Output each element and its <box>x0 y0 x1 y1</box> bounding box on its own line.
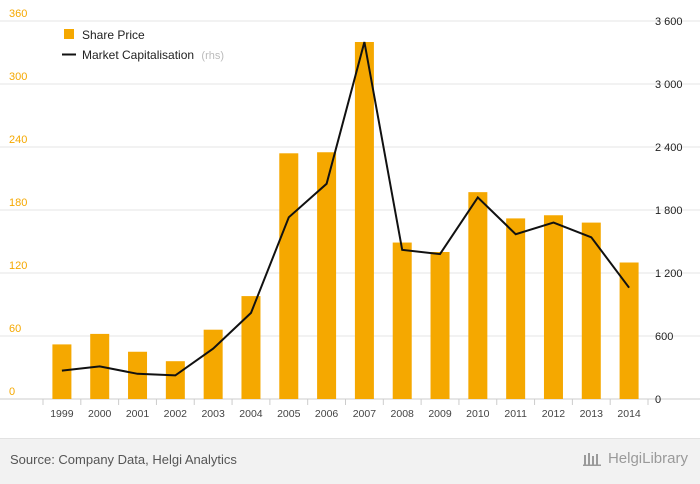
left-axis-tick-label: 60 <box>9 323 21 335</box>
share-price-bar <box>317 152 337 399</box>
brand-logo: HelgiLibrary <box>582 450 688 467</box>
right-axis-tick-label: 3 600 <box>655 16 683 28</box>
share-price-bar <box>52 344 72 399</box>
share-price-bar <box>241 296 261 399</box>
right-axis-tick-label: 3 000 <box>655 79 683 91</box>
right-axis-tick-label: 1 800 <box>655 205 683 217</box>
left-axis-tick-label: 0 <box>9 386 15 398</box>
library-icon <box>582 452 601 466</box>
legend-market-cap-name: Market Capitalisation <box>82 48 194 62</box>
x-axis-tick-label: 2012 <box>542 408 566 420</box>
legend: Share Price Market Capitalisation (rhs) <box>62 28 224 62</box>
x-axis-tick-label: 1999 <box>50 408 74 420</box>
legend-swatch-share-price <box>64 29 74 39</box>
x-axis-tick-label: 2004 <box>239 408 263 420</box>
x-axis-tick-label: 2000 <box>88 408 112 420</box>
left-axis-tick-label: 180 <box>9 197 27 209</box>
gridlines <box>0 20 700 400</box>
share-price-bar <box>543 215 563 399</box>
left-axis: 0 60 120 180 240 300 360 <box>9 8 27 398</box>
x-axis-tick-label: 2001 <box>126 408 150 420</box>
x-axis-tick-label: 2013 <box>580 408 604 420</box>
x-axis-tick-label: 2009 <box>428 408 452 420</box>
share-price-bar <box>430 252 450 399</box>
share-price-bar <box>203 329 223 399</box>
left-axis-tick-label: 240 <box>9 134 27 146</box>
x-axis-tick-label: 2005 <box>277 408 301 420</box>
market-cap-line <box>61 41 630 377</box>
x-axis-tick-label: 2003 <box>201 408 225 420</box>
legend-label-market-cap: Market Capitalisation (rhs) <box>82 48 224 62</box>
right-axis-tick-label: 2 400 <box>655 142 683 154</box>
left-axis-tick-label: 120 <box>9 260 27 272</box>
share-price-bar <box>619 262 639 399</box>
left-axis-tick-label: 300 <box>9 71 27 83</box>
x-axis: 1999 2000 2001 2002 2003 2004 2005 2006 2007 2008… <box>42 399 649 420</box>
chart: 0 60 120 180 240 300 360 0 600 1 200 1 800 2 400 3 … <box>0 8 700 420</box>
source-note: Source: Company Data, Helgi Analytics <box>10 452 237 467</box>
x-axis-tick-label: 2008 <box>391 408 415 420</box>
right-axis-tick-label: 0 <box>655 394 661 406</box>
share-price-bar <box>392 242 412 399</box>
right-axis-tick-label: 1 200 <box>655 268 683 280</box>
share-price-bar <box>581 222 601 399</box>
x-axis-tick-label: 2014 <box>617 408 641 420</box>
x-axis-tick-label: 2010 <box>466 408 490 420</box>
share-price-bar <box>506 218 526 399</box>
legend-market-cap-suffix: (rhs) <box>201 50 224 62</box>
share-price-bar <box>279 153 299 399</box>
footer: Source: Company Data, Helgi Analytics He… <box>0 438 700 484</box>
share-price-bar <box>165 361 185 399</box>
share-price-bar <box>354 42 374 399</box>
x-axis-tick-label: 2002 <box>164 408 188 420</box>
right-axis-tick-label: 600 <box>655 331 673 343</box>
brand-name: HelgiLibrary <box>607 450 688 467</box>
share-price-bars <box>52 42 639 399</box>
x-axis-tick-label: 2011 <box>504 408 527 420</box>
x-axis-tick-label: 2006 <box>315 408 339 420</box>
left-axis-tick-label: 360 <box>9 8 27 20</box>
x-axis-tick-label: 2007 <box>353 408 377 420</box>
share-price-bar <box>128 351 148 399</box>
legend-label-share-price: Share Price <box>82 28 145 42</box>
right-axis: 0 600 1 200 1 800 2 400 3 000 3 600 <box>655 16 683 406</box>
share-price-bar <box>468 192 488 399</box>
